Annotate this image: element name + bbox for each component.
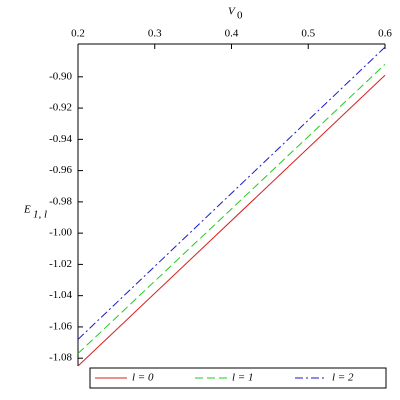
y-tick-label: -1.08 <box>49 352 72 364</box>
series-line <box>77 46 386 340</box>
legend-label: l = 1 <box>232 372 253 384</box>
x-label: V <box>228 6 236 18</box>
y-tick-label: -1.00 <box>49 227 72 239</box>
y-tick-label: -1.04 <box>49 289 72 301</box>
y-tick-label: -0.92 <box>49 102 72 114</box>
y-tick-label: -1.06 <box>49 320 72 332</box>
y-tick-label: -0.98 <box>49 195 72 207</box>
x-tick-label: 0.4 <box>225 28 239 40</box>
x-tick-label: 0.5 <box>301 28 315 40</box>
legend-label: l = 0 <box>132 372 154 384</box>
x-tick-label: 0.6 <box>378 28 392 40</box>
legend-box <box>89 367 387 389</box>
y-tick-label: -0.90 <box>49 70 72 82</box>
series-line <box>77 74 386 367</box>
x-tick-label: 0.3 <box>148 28 162 40</box>
x-label-sub: 0 <box>237 10 243 22</box>
y-tick-label: -0.94 <box>49 133 72 145</box>
series-line <box>77 63 386 354</box>
y-label: E <box>23 204 31 216</box>
x-tick-label: 0.2 <box>71 28 85 40</box>
legend-label: l = 2 <box>332 372 354 384</box>
y-tick-label: -1.02 <box>49 258 72 270</box>
y-label-sub: 1, l <box>33 209 47 221</box>
y-tick-label: -0.96 <box>49 164 72 176</box>
